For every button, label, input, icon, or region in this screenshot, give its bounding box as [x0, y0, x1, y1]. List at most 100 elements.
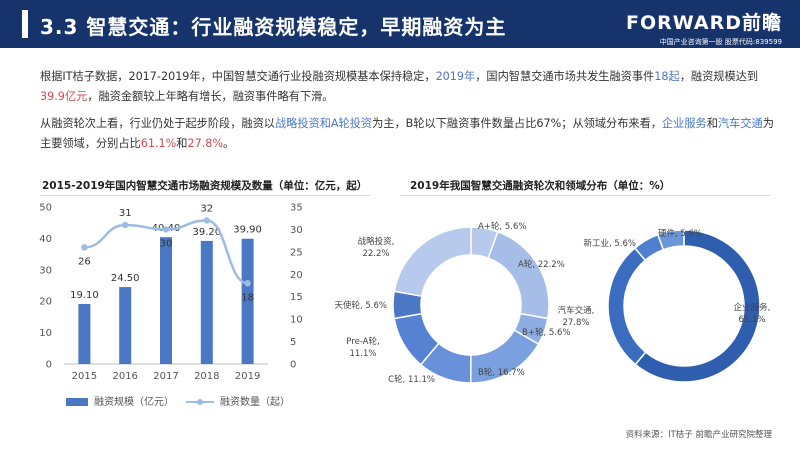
donut-slice — [487, 230, 550, 320]
y2-axis-tick-label: 35 — [290, 203, 303, 214]
line-data-label: 31 — [119, 208, 132, 219]
bar — [200, 240, 213, 364]
para2-text-b: 为主，B轮以下融资事件数量占比67%；从领域分布来看， — [372, 117, 662, 130]
y2-axis-tick-label: 5 — [290, 337, 296, 348]
y-axis-tick-label: 20 — [39, 297, 52, 308]
donut-label-line: 22.2% — [362, 249, 389, 259]
line-series — [84, 219, 248, 285]
legend-item-bar: 融资规模（亿元） — [66, 393, 174, 408]
donut-slice — [393, 226, 472, 298]
donut-slice — [634, 229, 761, 383]
para2-field1: 企业服务 — [661, 117, 707, 130]
donut-slice — [656, 229, 685, 251]
brand-logo: FORWARD前瞻 中国产业咨询第一股 股票代码:839599 — [626, 8, 782, 47]
donut-label: C轮, 11.1% — [388, 374, 435, 385]
y-axis-tick-label: 40 — [39, 234, 52, 245]
donut-label: B轮, 16.7% — [478, 367, 525, 378]
bar — [78, 304, 91, 364]
para1-year: 2019年 — [435, 70, 476, 83]
donut-label: 新工业, 5.6% — [584, 238, 637, 249]
donut-chart-divider — [400, 195, 770, 196]
bar — [160, 237, 172, 364]
donut-label: 汽车交通, 27.8% — [558, 305, 595, 328]
y2-axis-tick-label: 25 — [290, 247, 303, 258]
legend-line-swatch — [186, 398, 214, 406]
line-point — [81, 244, 88, 251]
logo-text: FORWARD前瞻 — [626, 12, 782, 34]
para2-pct2: 27.8% — [187, 137, 223, 150]
y-axis-tick-label: 0 — [46, 360, 52, 371]
y-axis-tick-label: 50 — [39, 203, 52, 214]
bar-chart-title: 2015-2019年国内智慧交通市场融资规模及数量（单位：亿元，起） — [42, 180, 368, 192]
para2-field2: 汽车交通 — [717, 117, 763, 130]
donut-label: B+轮, 5.6% — [522, 327, 570, 338]
line-data-label: 18 — [241, 292, 254, 303]
bar-chart-divider — [40, 195, 370, 196]
bar — [119, 287, 132, 364]
para1-amount: 39.9亿元 — [40, 90, 88, 103]
line-point — [244, 280, 251, 287]
para2-text-a: 从融资轮次上看，行业仍处于起步阶段，融资以 — [40, 117, 275, 130]
donut-label-line: 61.1% — [738, 315, 765, 325]
legend-item-line: 融资数量（起） — [186, 393, 290, 408]
para2-text-e: 和 — [176, 137, 188, 150]
legend-bar-label: 融资规模（亿元） — [94, 397, 174, 408]
donut-label: Pre-A轮, 11.1% — [346, 336, 379, 359]
bar-data-label: 39.90 — [233, 225, 262, 236]
para1-text-a: 根据IT桔子数据，2017-2019年，中国智慧交通行业投融资规模基本保持稳定， — [40, 70, 436, 83]
para1-text-d: ，融资金额较上年略有增长，融资事件略有下滑。 — [87, 90, 334, 103]
x-axis-tick-label: 2015 — [72, 371, 97, 382]
donut-label: A轮, 22.2% — [518, 259, 565, 270]
y2-axis-tick-label: 30 — [290, 225, 303, 236]
summary-paragraph-2: 从融资轮次上看，行业仍处于起步阶段，融资以战略投资和A轮投资为主，B轮以下融资事… — [40, 114, 775, 154]
line-data-label: 30 — [160, 238, 173, 249]
para1-text-b: ，国内智慧交通市场共发生融资事件 — [475, 70, 655, 83]
y2-axis-tick-label: 10 — [290, 315, 303, 326]
donut-label-line: 27.8% — [562, 318, 589, 328]
donut-chart-title: 2019年我国智慧交通融资轮次和领域分布（单位：%） — [410, 180, 671, 192]
logo-subtitle: 中国产业咨询第一股 股票代码:839599 — [659, 38, 782, 46]
para2-pct1: 61.1% — [140, 137, 177, 150]
x-axis-tick-label: 2019 — [235, 371, 260, 382]
x-axis-tick-label: 2017 — [153, 371, 178, 382]
line-point — [162, 226, 170, 233]
page-title: 3.3 智慧交通：行业融资规模稳定，早期融资为主 — [40, 15, 507, 39]
x-axis-tick-label: 2016 — [112, 371, 137, 382]
donut-label: 天使轮, 5.6% — [335, 300, 388, 311]
para2-text-f: 。 — [223, 137, 235, 150]
line-data-label: 32 — [200, 203, 213, 214]
bar-data-label: 24.50 — [111, 273, 140, 284]
donut-slice — [607, 246, 647, 366]
para2-text-d: 为主要领域，分别占比 — [40, 117, 774, 150]
line-point — [203, 217, 210, 224]
bar — [241, 238, 254, 364]
y2-axis-tick-label: 20 — [290, 270, 303, 281]
y2-axis-tick-label: 0 — [290, 360, 296, 371]
header-bar: 3.3 智慧交通：行业融资规模稳定，早期融资为主 FORWARD前瞻 中国产业咨… — [0, 0, 800, 48]
donut-label-line: 战略投资, — [358, 236, 395, 247]
header-accent-bar — [22, 10, 28, 38]
donut-label: 战略投资, 22.2% — [358, 236, 395, 259]
donut-label-line: 11.1% — [349, 349, 376, 359]
donut-label-line: 企业服务, — [734, 302, 771, 313]
x-axis-tick-label: 2018 — [194, 371, 219, 382]
donut-label-line: 汽车交通, — [558, 305, 595, 316]
y2-axis-tick-label: 15 — [290, 292, 303, 303]
donut-label: 企业服务, 61.1% — [734, 302, 771, 325]
bar-data-label: 39.20 — [192, 227, 221, 238]
legend-line-label: 融资数量（起） — [220, 397, 290, 408]
donut-label: 硬件, 5.6% — [658, 228, 702, 239]
line-data-label: 26 — [78, 256, 91, 267]
line-point — [122, 221, 129, 229]
para1-text-c: ，融资规模达到 — [679, 70, 759, 83]
summary-paragraph-1: 根据IT桔子数据，2017-2019年，中国智慧交通行业投融资规模基本保持稳定，… — [40, 67, 775, 107]
y-axis-tick-label: 10 — [39, 328, 52, 339]
source-note: 资料来源：IT桔子 前瞻产业研究院整理 — [625, 430, 772, 440]
bar-data-label: 19.10 — [70, 290, 99, 301]
y-axis-tick-label: 30 — [39, 265, 52, 276]
legend-bar-swatch — [66, 398, 88, 406]
para2-text-c: 和 — [706, 117, 718, 130]
para2-rounds: 战略投资和A轮投资 — [274, 117, 373, 130]
donut-label-line: Pre-A轮, — [346, 336, 379, 347]
